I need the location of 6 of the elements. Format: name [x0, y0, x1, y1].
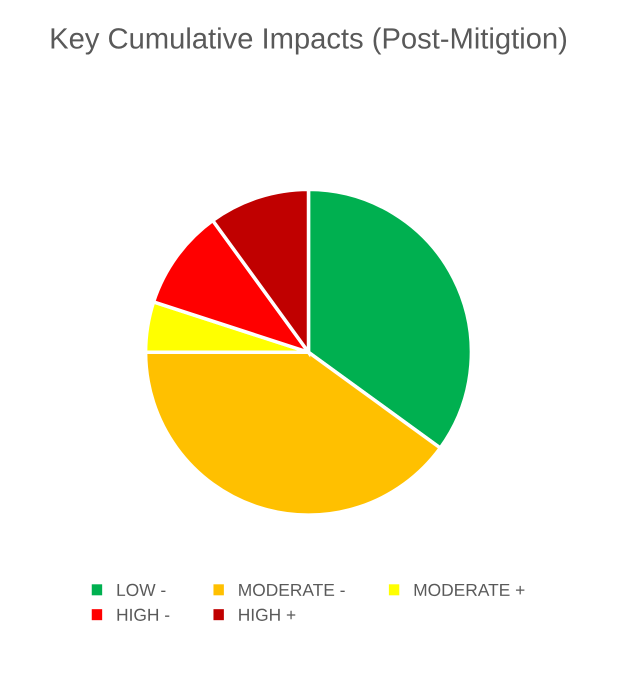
legend-label: MODERATE + [414, 584, 524, 596]
legend-label: LOW - [117, 584, 166, 596]
legend-label: MODERATE - [239, 584, 345, 596]
legend-label: HIGH + [239, 608, 296, 621]
legend-label: HIGH - [117, 608, 170, 621]
chart-title: Key Cumulative Impacts (Post-Mitigtion) [52, 27, 566, 55]
